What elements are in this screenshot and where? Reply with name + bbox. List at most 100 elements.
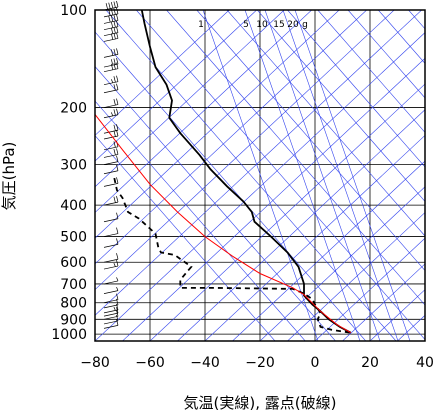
barb-feather [116,83,119,90]
barb-shaft [103,280,119,285]
barb-feather [113,124,116,131]
barb-shaft [103,114,119,119]
isotherm [95,10,340,239]
barb-feather [110,21,114,28]
barb-feather [110,79,114,83]
wind-barb [103,32,119,42]
wind-barb [103,177,119,187]
barb-feather [108,15,111,23]
barb-shaft [103,63,119,68]
mixing-ratio-line [264,10,381,341]
barb-shaft [103,129,119,134]
x-tick-label: 40 [416,355,434,371]
barb-shaft [103,54,119,58]
barb-feather [113,141,116,148]
barb-shaft [103,218,119,223]
barb-shaft [103,146,119,151]
wind-barb [103,75,119,86]
x-tick-label: −60 [135,355,165,371]
barb-feather [116,98,119,105]
barb-feather [116,124,119,131]
barb-feather [116,0,119,8]
isotherm [95,10,367,265]
barb-shaft [103,89,119,94]
grid-layer [94,9,426,341]
barb-feather [110,49,114,56]
wind-barb [103,307,119,317]
barb-shaft [103,299,119,304]
isotherm [314,237,425,341]
barb-feather [110,33,114,40]
wind-barb [103,319,119,329]
wind-barb [103,148,119,158]
barb-feather [116,57,119,65]
wind-barb [103,20,119,31]
barb-feather [116,129,119,137]
isotherm [95,10,230,136]
barb-shaft [103,244,119,248]
barb-feather [116,260,119,267]
barb-feather [116,7,119,14]
barb-feather [113,84,116,91]
dry-adiabat [287,10,425,168]
x-tick-label: −40 [190,355,220,371]
barb-feather [116,314,119,322]
barb-shaft [103,38,119,42]
isotherm [287,212,425,341]
isotherm [424,340,425,341]
isotherm [95,32,425,341]
barb-feather [116,253,119,260]
barb-feather [116,286,119,291]
barb-shaft [103,170,119,175]
barb-shaft [103,201,119,206]
mixing-ratio-label: 5 [243,20,249,30]
barb-feather [110,59,114,66]
y-tick-label: 600 [60,255,87,271]
isotherm [122,57,425,341]
x-tick-label: 20 [361,355,379,371]
isotherm [95,10,422,316]
barb-feather [110,63,114,70]
wind-barb [103,310,119,320]
barb-shaft [103,104,119,108]
barb-shaft [103,81,119,86]
barb-feather [116,177,119,184]
series-layer [95,10,352,334]
dry-adiabat [378,10,425,64]
wind-barb [103,62,119,73]
dry-adiabat [95,31,366,341]
barb-feather [113,21,116,28]
barb-feather [116,148,119,155]
mixing-ratio-label: 15 [273,20,284,30]
wind-barb [103,155,119,165]
dry-adiabat [226,10,425,237]
wind-barb [103,253,119,263]
barb-shaft [103,304,119,309]
parcel-line [95,114,352,334]
dry-adiabat [95,66,336,341]
barb-feather [116,20,119,27]
barb-shaft [103,13,119,18]
mixing-ratio-label: 1 [198,20,204,30]
dry-adiabat [257,10,425,202]
wind-barb [103,0,119,11]
isotherm [232,160,425,341]
isotherm [95,10,285,188]
isotherm [149,83,425,341]
barb-shaft [103,312,119,317]
barb-feather [116,277,119,282]
barb-shaft [103,154,119,158]
barb-feather [113,109,116,116]
y-tick-label: 200 [60,101,87,117]
barb-feather [116,26,119,33]
barb-feather [116,319,119,326]
mixing-ratio-label: 20 [287,20,299,30]
x-tick-label: −20 [245,355,275,371]
barb-feather [113,63,116,70]
dry-adiabat [136,10,425,341]
barb-shaft [103,233,119,237]
barb-shaft [103,290,119,294]
barb-feather [108,2,111,9]
barb-feather [116,227,119,234]
wind-barb [103,48,119,58]
